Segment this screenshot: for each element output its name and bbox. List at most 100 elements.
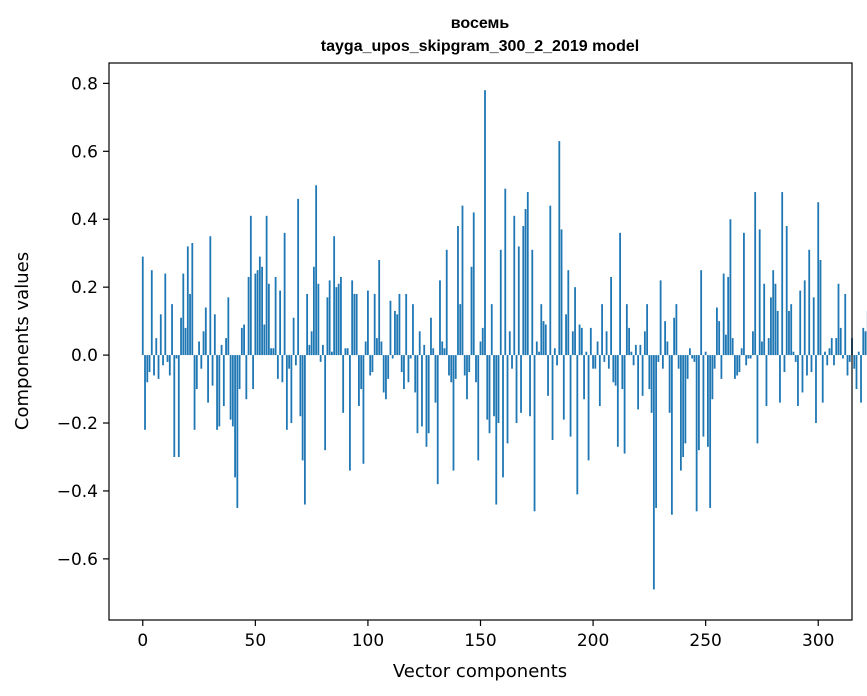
bar-264 bbox=[736, 355, 739, 376]
bar-250 bbox=[704, 351, 707, 356]
bar-204 bbox=[601, 304, 603, 356]
bar-98 bbox=[362, 355, 365, 464]
bar-53 bbox=[261, 266, 263, 356]
bar-268 bbox=[745, 355, 748, 366]
bar-162 bbox=[506, 355, 509, 444]
x-tick-label: 50 bbox=[245, 631, 267, 651]
bar-179 bbox=[544, 324, 547, 356]
bar-104 bbox=[376, 338, 378, 356]
bar-321 bbox=[864, 331, 867, 356]
bar-320 bbox=[862, 327, 865, 356]
bar-309 bbox=[837, 283, 840, 356]
chart-subtitle: tayga_upos_skipgram_300_2_2019 model bbox=[321, 38, 639, 55]
bar-176 bbox=[538, 351, 540, 356]
bar-175 bbox=[535, 341, 538, 356]
bar-4 bbox=[150, 270, 153, 356]
bar-129 bbox=[432, 348, 435, 356]
y-tick-label: 0.2 bbox=[71, 278, 98, 298]
x-tick-label: 0 bbox=[137, 631, 148, 651]
bar-147 bbox=[472, 212, 475, 356]
bar-32 bbox=[213, 314, 216, 356]
bar-71 bbox=[301, 355, 304, 461]
y-tick-label: −0.6 bbox=[57, 550, 98, 570]
bar-60 bbox=[276, 355, 279, 379]
bar-111 bbox=[391, 355, 394, 359]
bar-236 bbox=[673, 317, 676, 356]
x-axis-ticks: 0 50 100 150 200 250 300 bbox=[137, 620, 834, 651]
bar-242 bbox=[686, 355, 689, 379]
bar-103 bbox=[373, 293, 376, 356]
bar-9 bbox=[162, 355, 164, 366]
bar-62 bbox=[281, 355, 284, 383]
bar-145 bbox=[468, 355, 471, 373]
bar-303 bbox=[824, 351, 826, 356]
bar-83 bbox=[328, 280, 331, 356]
bar-265 bbox=[738, 355, 741, 373]
bar-306 bbox=[830, 338, 833, 356]
bar-70 bbox=[299, 355, 302, 417]
bar-132 bbox=[439, 280, 441, 356]
bar-184 bbox=[556, 355, 558, 366]
bar-247 bbox=[698, 355, 700, 451]
x-axis-label: Vector components bbox=[393, 661, 567, 682]
bar-13 bbox=[171, 304, 173, 356]
bar-291 bbox=[797, 355, 799, 407]
bar-91 bbox=[346, 348, 349, 356]
bar-139 bbox=[454, 355, 457, 379]
bar-19 bbox=[184, 327, 187, 356]
bar-123 bbox=[418, 331, 421, 356]
bar-208 bbox=[610, 276, 612, 356]
bar-89 bbox=[342, 355, 345, 413]
bar-305 bbox=[828, 348, 831, 356]
bar-68 bbox=[294, 355, 297, 366]
bar-238 bbox=[677, 355, 680, 369]
bar-30 bbox=[209, 236, 212, 356]
bar-171 bbox=[526, 192, 529, 356]
bar-273 bbox=[756, 355, 759, 444]
bar-148 bbox=[475, 355, 477, 383]
bar-96 bbox=[358, 355, 360, 407]
y-tick-label: 0.6 bbox=[71, 142, 98, 162]
bar-99 bbox=[364, 341, 367, 356]
bar-198 bbox=[587, 355, 590, 461]
bar-14 bbox=[173, 355, 176, 457]
bar-22 bbox=[191, 243, 194, 356]
x-tick-label: 200 bbox=[577, 631, 609, 651]
bar-137 bbox=[450, 355, 453, 383]
bar-7 bbox=[157, 355, 160, 379]
bar-220 bbox=[637, 355, 640, 410]
bar-206 bbox=[605, 331, 608, 356]
bar-252 bbox=[709, 355, 712, 508]
bar-163 bbox=[508, 331, 511, 356]
bar-79 bbox=[319, 355, 322, 362]
bar-115 bbox=[400, 355, 403, 373]
bar-8 bbox=[159, 314, 162, 356]
bar-186 bbox=[560, 229, 563, 356]
bar-64 bbox=[285, 355, 288, 430]
bar-6 bbox=[155, 338, 158, 356]
bar-293 bbox=[801, 355, 804, 393]
bar-254 bbox=[713, 355, 716, 369]
bar-133 bbox=[441, 341, 444, 356]
bar-280 bbox=[772, 270, 775, 356]
bar-69 bbox=[297, 198, 300, 356]
bar-174 bbox=[533, 355, 536, 512]
bar-223 bbox=[643, 331, 646, 356]
bar-97 bbox=[360, 355, 363, 390]
bar-36 bbox=[222, 355, 225, 407]
bar-194 bbox=[578, 324, 581, 356]
y-tick-label: −0.4 bbox=[57, 482, 98, 502]
bar-87 bbox=[337, 283, 340, 356]
bar-170 bbox=[524, 209, 527, 356]
bar-90 bbox=[344, 348, 347, 356]
bar-253 bbox=[711, 355, 714, 400]
bar-94 bbox=[353, 293, 356, 356]
bar-35 bbox=[220, 344, 223, 356]
bar-203 bbox=[598, 355, 601, 407]
bar-113 bbox=[396, 314, 399, 356]
bar-267 bbox=[743, 232, 745, 356]
bar-126 bbox=[425, 355, 428, 447]
bar-2 bbox=[146, 355, 149, 383]
bar-271 bbox=[752, 331, 754, 356]
